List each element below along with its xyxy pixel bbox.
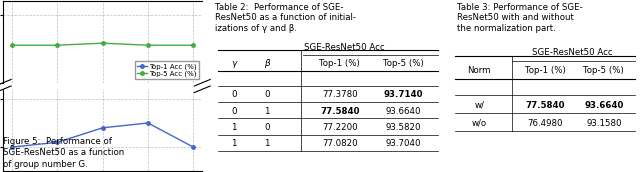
Text: 77.5840: 77.5840 bbox=[525, 101, 565, 110]
Top-5 Acc (%) bbox=[144, 44, 152, 46]
Text: 77.5840: 77.5840 bbox=[320, 107, 360, 116]
Line: Top-5 Acc (%): Top-5 Acc (%) bbox=[10, 41, 195, 47]
Text: w/o: w/o bbox=[472, 119, 487, 127]
Text: Top-1 (%): Top-1 (%) bbox=[319, 59, 360, 68]
Text: Top-1 (%): Top-1 (%) bbox=[525, 66, 566, 75]
Text: Table 3: Performance of SGE-
ResNet50 with and without
the normalization part.: Table 3: Performance of SGE- ResNet50 wi… bbox=[458, 3, 583, 33]
Text: 1: 1 bbox=[231, 139, 237, 148]
Text: 0: 0 bbox=[264, 123, 269, 132]
Text: 77.2200: 77.2200 bbox=[322, 123, 358, 132]
Text: β: β bbox=[264, 59, 270, 68]
Text: Norm: Norm bbox=[468, 66, 491, 75]
Top-5 Acc (%) bbox=[189, 44, 197, 46]
Text: 93.6640: 93.6640 bbox=[385, 107, 421, 116]
Top-1 Acc (%) bbox=[144, 122, 152, 124]
Text: SGE-ResNet50 Acc: SGE-ResNet50 Acc bbox=[532, 48, 613, 57]
Text: 1: 1 bbox=[231, 123, 237, 132]
Text: 93.1580: 93.1580 bbox=[586, 119, 621, 127]
Text: 1: 1 bbox=[264, 107, 269, 116]
Top-1 Acc (%) bbox=[189, 146, 197, 148]
Text: 0: 0 bbox=[264, 90, 269, 99]
Top-5 Acc (%) bbox=[54, 44, 61, 46]
Text: Top-5 (%): Top-5 (%) bbox=[383, 59, 424, 68]
Legend: Top-1 Acc (%), Top-5 Acc (%): Top-1 Acc (%), Top-5 Acc (%) bbox=[134, 61, 199, 79]
Top-5 Acc (%) bbox=[8, 44, 16, 46]
Text: 76.4980: 76.4980 bbox=[527, 119, 563, 127]
Top-1 Acc (%) bbox=[8, 146, 16, 148]
Text: 1: 1 bbox=[264, 139, 269, 148]
Text: 0: 0 bbox=[231, 107, 237, 116]
Text: 77.0820: 77.0820 bbox=[322, 139, 358, 148]
Text: Figure 5:  Performance of
SGE-ResNet50 as a function
of group number G.: Figure 5: Performance of SGE-ResNet50 as… bbox=[3, 137, 124, 169]
Text: Table 2:  Performance of SGE-
ResNet50 as a function of initial-
izations of γ a: Table 2: Performance of SGE- ResNet50 as… bbox=[215, 3, 356, 33]
Line: Top-1 Acc (%): Top-1 Acc (%) bbox=[10, 121, 195, 149]
Top-1 Acc (%) bbox=[54, 141, 61, 143]
Text: w/: w/ bbox=[474, 101, 484, 110]
Text: 93.7140: 93.7140 bbox=[383, 90, 423, 99]
Top-5 Acc (%) bbox=[99, 42, 107, 44]
Text: 0: 0 bbox=[231, 90, 237, 99]
Text: SGE-ResNet50 Acc: SGE-ResNet50 Acc bbox=[304, 43, 385, 52]
Text: 93.5820: 93.5820 bbox=[385, 123, 421, 132]
Text: 93.6640: 93.6640 bbox=[584, 101, 623, 110]
Text: Top-5 (%): Top-5 (%) bbox=[584, 66, 624, 75]
Text: γ: γ bbox=[231, 59, 237, 68]
Top-1 Acc (%) bbox=[99, 127, 107, 129]
Text: 77.3780: 77.3780 bbox=[322, 90, 358, 99]
Text: 93.7040: 93.7040 bbox=[385, 139, 421, 148]
